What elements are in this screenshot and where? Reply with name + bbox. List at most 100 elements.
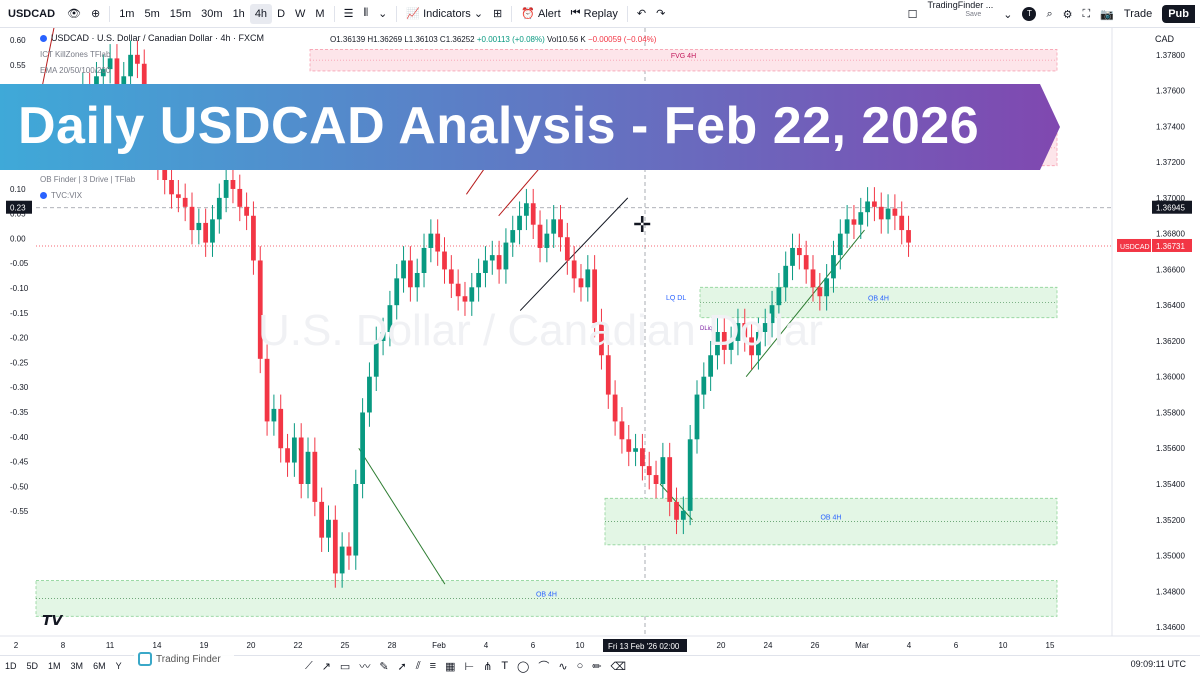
utc-clock[interactable]: 09:09:11 UTC [1130,659,1186,669]
zone-label: OB 4H [868,295,889,302]
range-3m[interactable]: 3M [70,660,84,671]
time-tick-label: 4 [484,641,489,650]
tf-d[interactable]: D [277,7,286,20]
left-tick-label: -0.05 [10,259,29,268]
chevron-down-icon[interactable]: ⌄ [378,8,388,20]
gear-icon[interactable]: ⚙ [1062,8,1073,21]
trade-button[interactable]: Trade [1123,8,1153,20]
path-tool-icon[interactable]: 〰 [359,661,371,673]
fib-tool-icon[interactable]: ≡ [429,660,437,672]
range-6m[interactable]: 6M [93,660,106,671]
candle-body [305,451,311,484]
candle-body [414,272,420,288]
tf-w[interactable]: W [295,7,306,20]
current-price-text: 1.36731 [1156,242,1185,251]
ellipse-tool-icon[interactable]: ◯ [517,660,530,673]
divider [333,5,335,22]
text-tool-icon[interactable]: T [501,660,509,672]
replay-button[interactable]: ⏮ Replay [566,0,623,28]
bar-style-icon[interactable]: ☰ [343,8,354,20]
time-tick-label: 4 [907,641,912,650]
camera-icon[interactable]: 📷 [1100,8,1114,21]
tf-m[interactable]: M [315,7,325,20]
trendline-tool-icon[interactable]: ⟋ [305,659,313,672]
candle-body [810,269,816,288]
candle-body [394,278,400,306]
symbol-search[interactable]: USDCAD [8,7,56,20]
curve-tool-icon[interactable]: ∿ [558,660,568,673]
candle-body [687,439,693,511]
left-axis: 0.600.550.350.300.250.150.100.050.00-0.0… [6,36,32,516]
currency-selector[interactable]: CAD [1155,34,1175,44]
chevron-down-icon[interactable]: ⌄ [1003,8,1013,21]
arrow-tool-icon[interactable]: ➚ [397,660,407,673]
tf-5m[interactable]: 5m [144,7,160,20]
time-tick-label: 10 [576,641,585,650]
price-tick-label: 1.37200 [1156,158,1185,167]
indicator-label: ICT KillZones TFlab [40,50,111,59]
indicator-row[interactable]: OB Finder | 3 Drive | TFlab [40,172,135,188]
ray-tool-icon[interactable]: ↗ [321,660,331,673]
candle-body [175,194,181,198]
candle-body [646,466,652,476]
tradingview-logo-icon[interactable]: 𝙏𝙑 [42,612,63,628]
range-1d[interactable]: 1D [5,660,17,671]
candle-body [878,206,884,220]
tf-15m[interactable]: 15m [169,7,192,20]
eye-icon[interactable]: 👁 [67,8,81,20]
candle-body [803,255,809,270]
candle-body [326,519,331,538]
search-icon[interactable]: ⌕ [1046,7,1053,20]
pitchfork-tool-icon[interactable]: ⋔ [483,660,493,673]
indicator-row[interactable]: ICT KillZones TFlab [40,47,110,63]
fullscreen-icon[interactable]: ⛶ [1082,7,1091,20]
candle-body [899,215,905,231]
range-5d[interactable]: 5D [26,660,39,671]
alert-button[interactable]: ⏰ Alert [516,0,565,28]
avatar-letter: T [1022,7,1037,21]
measure-tool-icon[interactable]: ⊢ [464,660,475,673]
candle-style-icon[interactable]: ⫴ [363,7,369,19]
undo-icon[interactable]: ↶ [636,8,647,20]
circle-tool-icon[interactable]: ○ [576,660,584,672]
price-tick-label: 1.35200 [1156,516,1185,525]
candle-body [831,255,836,279]
tf-1h[interactable]: 1h [232,7,245,20]
channel-tool-icon[interactable]: ⫽ [415,659,421,672]
time-axis[interactable]: 2811141920222528Feb46101618202426Mar4610… [0,635,1200,652]
indicators-button[interactable]: 📈 Indicators ⌄ [401,0,488,28]
tf-30m[interactable]: 30m [201,7,223,20]
time-tick-label: Feb [432,641,446,650]
add-symbol-icon[interactable]: ⊕ [90,8,101,20]
polyline-tool-icon[interactable]: ⌒ [538,661,550,673]
candle-body [332,519,338,574]
grid-tool-icon[interactable]: ▦ [445,660,456,673]
candle-body [121,76,127,86]
indicator-row[interactable]: EMA 20/50/100/200 [40,63,110,79]
left-tick-label: 0.00 [10,234,26,243]
checkbox-icon[interactable]: ☐ [907,8,918,21]
indicator-row[interactable]: TVC:VIX [40,188,135,204]
rectangle-tool-icon[interactable]: ▭ [339,660,351,673]
avatar[interactable]: T [1017,0,1041,28]
price-tick-label: 1.34800 [1156,587,1185,596]
redo-icon[interactable]: ↷ [656,8,666,20]
price-axis[interactable]: 1.37800 1.37600 1.37400 1.37200 1.37000 1.368… [1111,28,1200,655]
pencil-tool-icon[interactable]: ✏ [592,660,602,673]
range-1m[interactable]: 1M [48,660,61,671]
eraser-tool-icon[interactable]: ⌫ [610,660,627,673]
tf-1m[interactable]: 1m [119,7,135,20]
tf-4h[interactable]: 4h [249,3,273,24]
publish-button[interactable]: Pub [1157,0,1200,28]
account-layout[interactable]: TradingFinder ... Save [923,0,999,28]
brush-tool-icon[interactable]: ✎ [379,660,389,673]
range-y[interactable]: Y [115,660,122,671]
symbol-watermark: U.S. Dollar / Canadian Dollar [258,306,823,355]
layouts-icon[interactable]: ⊞ [493,8,503,20]
candle-body [721,332,727,350]
candle-body [640,448,645,467]
candle-body [728,340,734,350]
left-crosshair-text: 0.23 [10,204,26,213]
candle-body [653,475,659,484]
left-tick-label: -0.45 [10,458,29,467]
